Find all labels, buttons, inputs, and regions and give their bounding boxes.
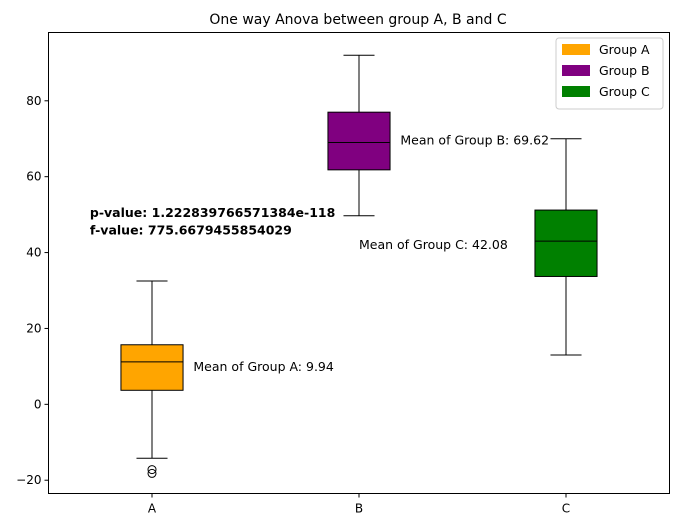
mean-annotation: Mean of Group B: 69.62: [400, 133, 549, 148]
y-tick-label: 60: [26, 170, 41, 184]
legend-label: Group B: [599, 63, 650, 78]
group-c-box: [534, 209, 598, 277]
p-value-text: p-value: 1.222839766571384e-118: [90, 205, 335, 220]
axes-frame: [48, 32, 670, 494]
mean-annotation: Mean of Group A: 9.94: [193, 359, 333, 374]
plot-area: −20 0 20 40 60 80 A B C Mean of Group A: 9.94 Mean…: [16, 54, 598, 516]
y-tick-label: −20: [16, 473, 41, 487]
group-b-box: [327, 111, 391, 171]
legend-swatch: [562, 44, 590, 55]
legend-swatch: [562, 65, 590, 76]
x-tick-label: A: [148, 502, 157, 516]
y-tick-label: 40: [26, 246, 41, 260]
y-tick-label: 80: [26, 94, 41, 108]
x-tick-label: C: [562, 502, 570, 516]
y-tick-label: 0: [34, 397, 42, 411]
f-value-text: f-value: 775.6679455854029: [90, 222, 292, 237]
legend-label: Group A: [599, 42, 650, 57]
legend-label: Group C: [599, 84, 650, 99]
group-a-outlier: [147, 468, 157, 478]
chart-title: One way Anova between group A, B and C: [209, 12, 506, 28]
legend: Group A Group B Group C: [555, 37, 664, 110]
x-tick-label: B: [355, 502, 363, 516]
group-a-box: [120, 344, 184, 391]
y-tick-label: 20: [26, 321, 41, 335]
group-a-outlier: [147, 465, 157, 475]
mean-annotation: Mean of Group C: 42.08: [359, 237, 508, 252]
legend-swatch: [562, 86, 590, 97]
